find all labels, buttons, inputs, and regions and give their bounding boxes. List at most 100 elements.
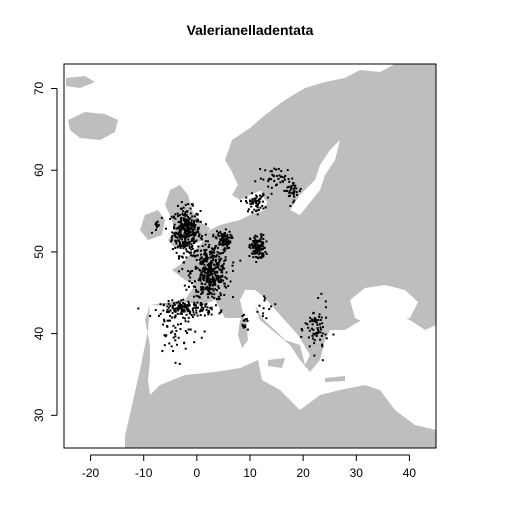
occurrence-point	[202, 307, 205, 310]
occurrence-point	[175, 307, 178, 310]
occurrence-point	[254, 199, 257, 202]
occurrence-point	[186, 229, 189, 232]
occurrence-point	[211, 252, 214, 255]
occurrence-point	[312, 319, 315, 322]
occurrence-point	[205, 280, 208, 283]
occurrence-point	[227, 242, 230, 245]
occurrence-point	[201, 283, 204, 286]
occurrence-point	[183, 220, 186, 223]
occurrence-point	[313, 339, 316, 342]
occurrence-point	[193, 241, 196, 244]
occurrence-point	[309, 316, 312, 319]
occurrence-point	[307, 326, 310, 329]
occurrence-point	[206, 306, 209, 309]
occurrence-point	[179, 233, 182, 236]
occurrence-point	[178, 214, 181, 217]
occurrence-point	[215, 289, 218, 292]
occurrence-point	[261, 315, 264, 318]
occurrence-point	[187, 224, 190, 227]
occurrence-point	[262, 238, 265, 241]
occurrence-point	[199, 314, 202, 317]
occurrence-point	[214, 258, 217, 261]
occurrence-point	[320, 292, 323, 295]
occurrence-point	[227, 239, 230, 242]
occurrence-point	[223, 293, 226, 296]
occurrence-point	[227, 240, 230, 243]
occurrence-point	[188, 252, 191, 255]
occurrence-point	[251, 201, 254, 204]
occurrence-point	[171, 248, 174, 251]
occurrence-point	[318, 313, 321, 316]
occurrence-point	[166, 325, 169, 328]
occurrence-point	[222, 267, 225, 270]
occurrence-point	[205, 277, 208, 280]
occurrence-point	[186, 219, 189, 222]
occurrence-point	[177, 323, 180, 326]
occurrence-point	[193, 219, 196, 222]
occurrence-point	[183, 302, 186, 305]
occurrence-point	[195, 212, 198, 215]
occurrence-point	[175, 227, 178, 230]
occurrence-point	[194, 240, 197, 243]
occurrence-point	[210, 247, 213, 250]
occurrence-point	[202, 277, 205, 280]
occurrence-point	[199, 249, 202, 252]
occurrence-point	[228, 236, 231, 239]
occurrence-point	[268, 308, 271, 311]
occurrence-point	[193, 306, 196, 309]
occurrence-point	[313, 354, 316, 357]
occurrence-point	[252, 245, 255, 248]
occurrence-point	[254, 180, 257, 183]
occurrence-point	[211, 280, 214, 283]
occurrence-point	[209, 278, 212, 281]
occurrence-point	[185, 288, 188, 291]
land-crete	[325, 376, 345, 382]
occurrence-point	[257, 253, 260, 256]
occurrence-point	[187, 300, 190, 303]
occurrence-point	[201, 262, 204, 265]
occurrence-point	[172, 336, 175, 339]
occurrence-point	[241, 323, 244, 326]
occurrence-point	[220, 271, 223, 274]
occurrence-point	[182, 226, 185, 229]
occurrence-point	[183, 284, 186, 287]
occurrence-point	[207, 272, 210, 275]
occurrence-point	[290, 191, 293, 194]
occurrence-point	[260, 240, 263, 243]
occurrence-point	[253, 197, 256, 200]
occurrence-point	[262, 241, 265, 244]
occurrence-point	[189, 312, 192, 315]
occurrence-point	[229, 240, 232, 243]
occurrence-point	[270, 192, 273, 195]
occurrence-point	[259, 237, 262, 240]
occurrence-point	[180, 310, 183, 313]
occurrence-point	[317, 329, 320, 332]
occurrence-point	[175, 251, 178, 254]
occurrence-point	[156, 224, 159, 227]
occurrence-point	[205, 268, 208, 271]
occurrence-point	[210, 271, 213, 274]
occurrence-point	[252, 241, 255, 244]
occurrence-point	[200, 237, 203, 240]
x-tick-label: 0	[194, 466, 201, 480]
occurrence-point	[177, 215, 180, 218]
occurrence-point	[211, 268, 214, 271]
occurrence-point	[162, 323, 165, 326]
occurrence-point	[230, 235, 233, 238]
occurrence-point	[215, 297, 218, 300]
occurrence-point	[243, 319, 246, 322]
occurrence-point	[262, 253, 265, 256]
occurrence-point	[215, 276, 218, 279]
occurrence-point	[248, 244, 251, 247]
occurrence-point	[262, 312, 265, 315]
occurrence-point	[172, 215, 175, 218]
occurrence-point	[262, 307, 265, 310]
occurrence-point	[207, 313, 210, 316]
land-sicily	[268, 358, 285, 368]
occurrence-point	[306, 323, 309, 326]
occurrence-point	[174, 333, 177, 336]
occurrence-point	[200, 286, 203, 289]
occurrence-point	[181, 304, 184, 307]
occurrence-point	[308, 345, 311, 348]
occurrence-point	[218, 312, 221, 315]
